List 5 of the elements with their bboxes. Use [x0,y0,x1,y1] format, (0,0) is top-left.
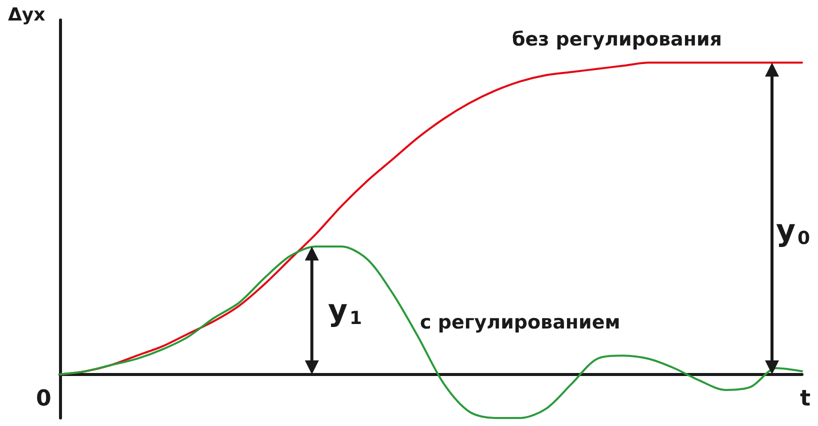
text: 0 [36,386,52,412]
annotation: с регулированием [420,312,620,334]
x-axis-title: t [800,386,811,412]
y-axis-title: Δух [8,4,46,26]
text: без регулирования [512,28,722,50]
